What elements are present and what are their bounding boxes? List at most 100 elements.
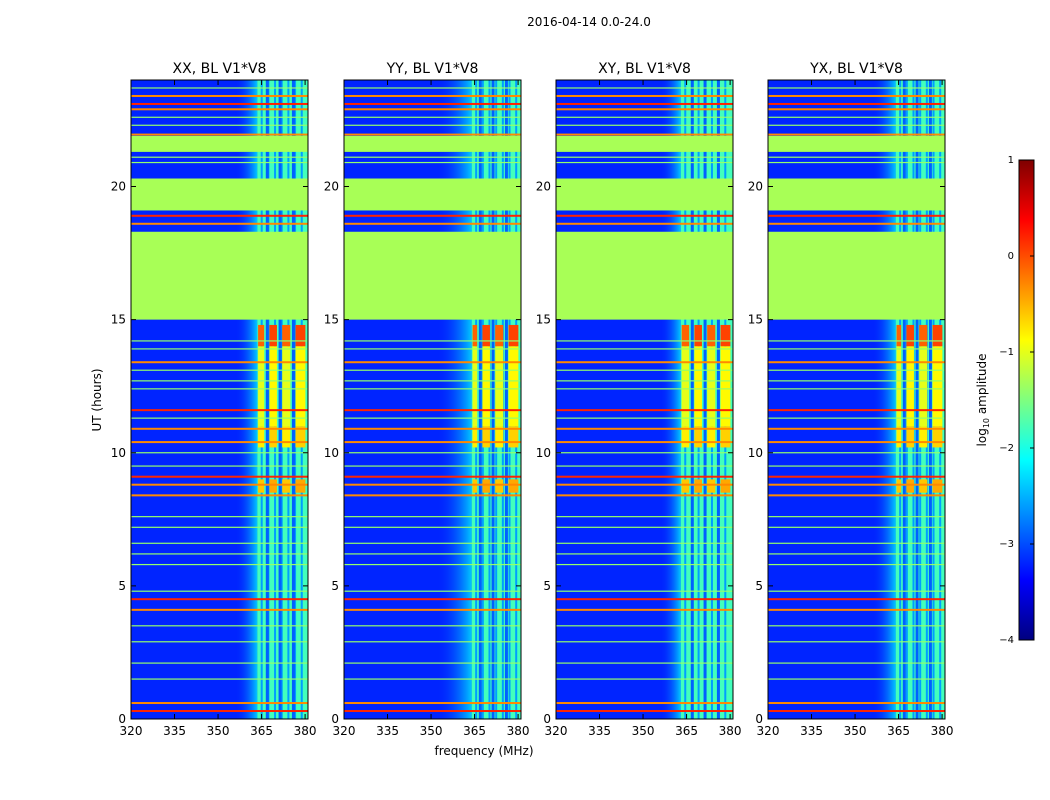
rfi-line	[768, 102, 945, 105]
rfi-line	[131, 494, 308, 497]
signal-block	[258, 426, 265, 448]
rolloff-gradient	[235, 80, 258, 719]
rfi-line	[556, 214, 733, 217]
rfi-line	[131, 409, 308, 412]
time-line	[344, 340, 521, 342]
x-tick-label: 365	[675, 724, 698, 738]
panel-xy: XY, BL V1*V8 320 335 350 365 380 0 5 10 15 20	[536, 61, 742, 738]
time-line	[344, 590, 521, 592]
time-line	[131, 124, 308, 126]
signal-block	[495, 479, 504, 493]
colorbar-gradient	[1018, 159, 1035, 641]
y-tick-label: 5	[331, 579, 339, 593]
y-tick-label: 15	[536, 313, 551, 327]
time-line	[344, 516, 521, 518]
signal-block	[269, 479, 277, 493]
time-line	[556, 641, 733, 643]
time-line	[768, 452, 945, 454]
rfi-line	[344, 133, 521, 136]
rfi-line	[344, 427, 521, 430]
panel-frame	[767, 79, 946, 720]
flagged-region	[131, 231, 308, 320]
time-line	[344, 161, 521, 164]
figure-title: 2016-04-14 0.0-24.0	[527, 15, 651, 29]
flagged-region	[344, 178, 521, 211]
time-line	[131, 380, 308, 382]
time-line	[131, 417, 308, 419]
rfi-line	[556, 427, 733, 430]
y-tick-label: 20	[111, 180, 126, 194]
rolloff-gradient	[872, 80, 896, 719]
time-line	[131, 340, 308, 342]
time-line	[556, 161, 733, 164]
colorbar-label-tail: amplitude	[975, 354, 989, 418]
x-tick-label: 335	[376, 724, 399, 738]
colorbar-tick-label: −1	[999, 347, 1014, 358]
signal-block	[681, 426, 690, 448]
signal-block	[720, 324, 731, 347]
time-line	[768, 563, 945, 566]
rfi-line	[556, 483, 733, 486]
time-line	[344, 116, 521, 118]
rfi-line	[768, 710, 945, 713]
time-line	[556, 340, 733, 342]
panel-xx: XX, BL V1*V8 320 335 350 365 380 0 5 10 15 20	[111, 61, 317, 738]
signal-block	[896, 346, 902, 427]
signal-block	[508, 346, 519, 427]
signal-block	[295, 346, 306, 427]
time-line	[131, 116, 308, 118]
rfi-line	[344, 494, 521, 497]
y-tick-label: 20	[324, 180, 339, 194]
channel-gap	[491, 80, 495, 719]
signal-block	[258, 324, 265, 347]
y-tick-label: 10	[536, 446, 551, 460]
signal-block	[472, 346, 478, 427]
time-line	[556, 156, 733, 158]
channel-gap	[504, 80, 508, 719]
signal-block	[906, 346, 914, 427]
signal-block	[919, 426, 928, 448]
flagged-region	[344, 135, 521, 152]
time-line	[131, 553, 308, 555]
rfi-line	[131, 361, 308, 364]
rfi-line	[344, 214, 521, 217]
rfi-line	[344, 361, 521, 364]
y-tick-label: 10	[324, 446, 339, 460]
y-axis-label: UT (hours)	[90, 368, 104, 431]
panel-title: XX, BL V1*V8	[173, 61, 267, 77]
time-line	[131, 526, 308, 528]
time-line	[344, 417, 521, 419]
colorbar-tick-label: 1	[1008, 155, 1014, 166]
signal-block	[932, 324, 943, 347]
rfi-line	[768, 598, 945, 601]
rfi-line	[768, 222, 945, 225]
colorbar-label-subscript: 10	[982, 418, 991, 428]
time-line	[131, 625, 308, 627]
signal-block	[681, 479, 690, 493]
time-line	[131, 369, 308, 371]
y-tick-label: 15	[111, 313, 126, 327]
time-line	[768, 590, 945, 592]
rfi-line	[131, 214, 308, 217]
x-tick-label: 320	[757, 724, 780, 738]
time-line	[556, 516, 733, 518]
x-tick-label: 335	[800, 724, 823, 738]
time-line	[768, 161, 945, 164]
rfi-line	[768, 108, 945, 111]
colorbar-label: log10 amplitude	[975, 354, 991, 447]
time-line	[768, 465, 945, 467]
signal-block	[707, 426, 716, 448]
spectrogram	[768, 80, 945, 719]
rfi-line	[768, 702, 945, 705]
x-tick-label: 335	[163, 724, 186, 738]
time-line	[556, 590, 733, 592]
signal-block	[472, 426, 478, 448]
signal-block	[694, 479, 702, 493]
flagged-region	[556, 135, 733, 152]
time-line	[344, 563, 521, 566]
time-line	[556, 465, 733, 467]
y-tick-label: 15	[748, 313, 763, 327]
y-tick-label: 5	[543, 579, 551, 593]
signal-block	[906, 426, 914, 448]
